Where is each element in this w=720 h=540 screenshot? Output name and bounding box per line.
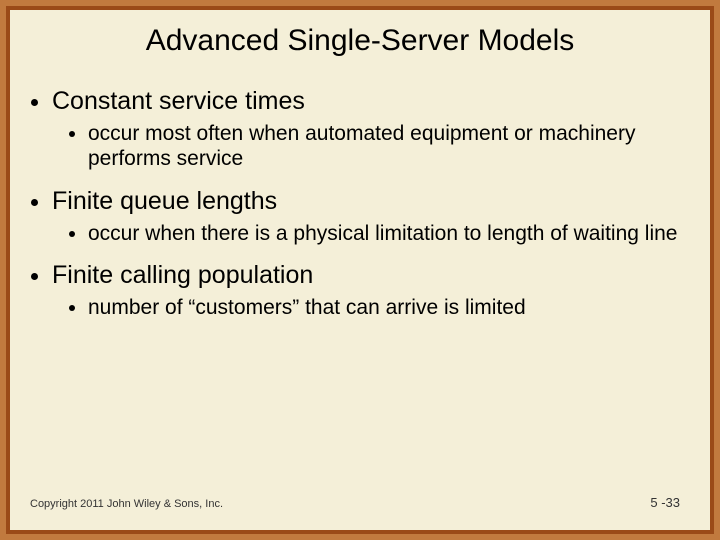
- bullet-item: Finite queue lengths occur when there is…: [52, 186, 680, 246]
- bullet-text: Finite calling population: [52, 261, 313, 289]
- footer-copyright: Copyright 2011 John Wiley & Sons, Inc.: [30, 498, 223, 510]
- sub-bullet-text: occur when there is a physical limitatio…: [88, 222, 677, 245]
- bullet-item: Constant service times occur most often …: [52, 86, 680, 172]
- sub-bullet-item: number of “customers” that can arrive is…: [88, 295, 680, 320]
- sub-bullet-text: occur most often when automated equipmen…: [88, 122, 635, 170]
- sub-bullet-item: occur when there is a physical limitatio…: [88, 221, 680, 246]
- bullet-text: Finite queue lengths: [52, 187, 277, 215]
- sub-bullet-list: occur most often when automated equipmen…: [52, 121, 680, 171]
- slide: Advanced Single-Server Models Constant s…: [0, 0, 720, 540]
- sub-bullet-list: occur when there is a physical limitatio…: [52, 221, 680, 246]
- slide-title: Advanced Single-Server Models: [10, 10, 710, 86]
- slide-content: Advanced Single-Server Models Constant s…: [10, 10, 710, 530]
- sub-bullet-text: number of “customers” that can arrive is…: [88, 296, 526, 319]
- sub-bullet-list: number of “customers” that can arrive is…: [52, 295, 680, 320]
- bullet-text: Constant service times: [52, 87, 305, 115]
- bullet-list: Constant service times occur most often …: [30, 86, 680, 321]
- sub-bullet-item: occur most often when automated equipmen…: [88, 121, 680, 171]
- footer-page-number: 5 -33: [650, 495, 680, 510]
- bullet-item: Finite calling population number of “cus…: [52, 260, 680, 320]
- slide-body: Constant service times occur most often …: [10, 86, 710, 321]
